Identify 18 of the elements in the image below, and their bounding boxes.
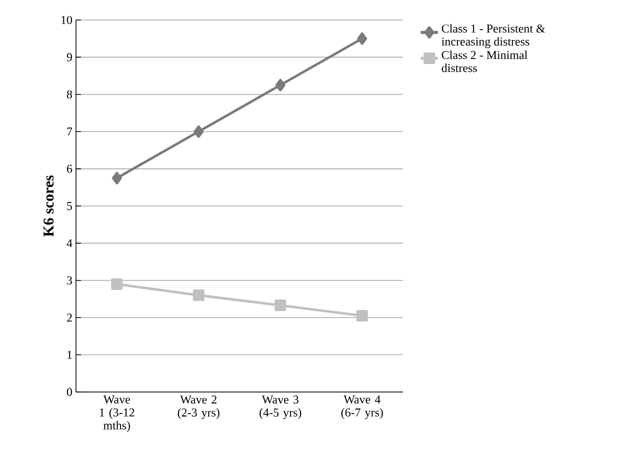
x-tick-label: Wave 1 (3-12 mths) xyxy=(100,396,134,432)
y-tick-label: 2 xyxy=(67,314,72,322)
y-tick-label: 10 xyxy=(62,16,72,24)
y-tick-label: 7 xyxy=(67,128,72,136)
x-tick-label: Wave 2 (2-3 yrs) xyxy=(178,396,220,420)
y-tick-label: 3 xyxy=(67,276,72,284)
y-tick-label: 0 xyxy=(66,388,72,396)
legend-label: Class 1 - Persistent & increasing distress xyxy=(442,24,546,48)
y-axis-title: K6 scores xyxy=(44,175,54,237)
x-tick-label: Wave 4 (6-7 yrs) xyxy=(341,396,383,420)
y-tick-label: 8 xyxy=(66,90,72,98)
y-tick-label: 5 xyxy=(67,202,72,210)
y-tick-label: 4 xyxy=(66,239,72,248)
y-tick-label: 6 xyxy=(66,164,72,173)
x-tick-label: Wave 3 (4-5 yrs) xyxy=(260,396,302,420)
legend-label: Class 2 - Minimal distress xyxy=(442,50,528,72)
y-tick-label: 9 xyxy=(66,53,72,62)
y-tick-label: 1 xyxy=(68,350,72,359)
